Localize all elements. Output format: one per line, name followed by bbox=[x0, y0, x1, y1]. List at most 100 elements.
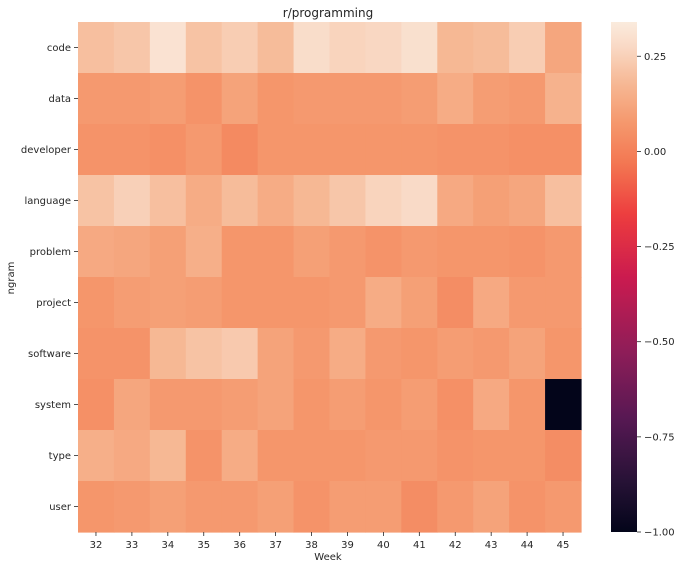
heatmap-cell bbox=[509, 430, 546, 482]
heatmap-cell bbox=[473, 430, 510, 482]
heatmap-cell bbox=[113, 328, 151, 380]
heatmap-cell bbox=[185, 175, 223, 227]
x-tick-label: 39 bbox=[341, 540, 354, 551]
heatmap-cell bbox=[78, 73, 115, 125]
heatmap-cell bbox=[293, 481, 331, 533]
heatmap-cell bbox=[78, 22, 115, 74]
heatmap-cell bbox=[221, 124, 259, 176]
heatmap-cell bbox=[293, 22, 331, 74]
y-tick-label: user bbox=[49, 502, 72, 513]
heatmap-cell bbox=[185, 277, 223, 329]
heatmap-cell bbox=[329, 226, 367, 278]
heatmap-cell bbox=[329, 124, 367, 176]
heatmap-cell bbox=[401, 22, 438, 74]
heatmap-cell bbox=[437, 430, 474, 482]
heatmap-cell bbox=[149, 328, 187, 380]
heatmap-cell bbox=[365, 73, 402, 125]
heatmap-cell bbox=[545, 175, 582, 227]
y-tick-label: language bbox=[24, 196, 71, 207]
heatmap-cell bbox=[293, 328, 331, 380]
heatmap-cell bbox=[113, 124, 151, 176]
x-axis-label: Week bbox=[314, 552, 342, 563]
x-tick-label: 35 bbox=[197, 540, 210, 551]
heatmap-cell bbox=[545, 430, 582, 482]
heatmap-cells bbox=[78, 22, 582, 533]
heatmap-cell bbox=[509, 22, 546, 74]
y-tick-label: project bbox=[36, 298, 71, 309]
heatmap-cell bbox=[149, 277, 187, 329]
heatmap-cell bbox=[257, 22, 295, 74]
heatmap-cell bbox=[149, 73, 187, 125]
heatmap-cell bbox=[329, 175, 367, 227]
heatmap-cell bbox=[329, 22, 367, 74]
heatmap-cell bbox=[257, 226, 295, 278]
y-tick-label: developer bbox=[21, 145, 72, 156]
heatmap-cell bbox=[401, 277, 438, 329]
heatmap-cell bbox=[78, 430, 115, 482]
heatmap-cell bbox=[185, 379, 223, 431]
heatmap-cell bbox=[149, 481, 187, 533]
heatmap-cell bbox=[401, 175, 438, 227]
heatmap-cell bbox=[113, 277, 151, 329]
heatmap-cell bbox=[509, 481, 546, 533]
y-tick-label: type bbox=[49, 451, 71, 462]
y-tick-label: data bbox=[48, 94, 71, 105]
heatmap-cell bbox=[545, 226, 582, 278]
x-tick-label: 33 bbox=[126, 540, 139, 551]
heatmap-cell bbox=[221, 481, 259, 533]
heatmap-cell bbox=[149, 175, 187, 227]
heatmap-cell bbox=[473, 175, 510, 227]
heatmap-cell bbox=[221, 22, 259, 74]
heatmap-cell bbox=[401, 226, 438, 278]
x-tick-label: 38 bbox=[305, 540, 318, 551]
heatmap-cell bbox=[545, 124, 582, 176]
heatmap-cell bbox=[401, 73, 438, 125]
heatmap-cell bbox=[257, 430, 295, 482]
heatmap-cell bbox=[78, 481, 115, 533]
x-tick-label: 34 bbox=[161, 540, 174, 551]
heatmap-cell bbox=[257, 124, 295, 176]
heatmap-cell bbox=[473, 124, 510, 176]
heatmap-cell bbox=[293, 124, 331, 176]
heatmap-cell bbox=[473, 22, 510, 74]
heatmap-cell bbox=[293, 430, 331, 482]
heatmap-cell bbox=[257, 328, 295, 380]
heatmap-cell bbox=[545, 73, 582, 125]
heatmap-cell bbox=[473, 277, 510, 329]
y-axis-label: ngram bbox=[6, 262, 17, 295]
heatmap-cell bbox=[185, 226, 223, 278]
heatmap-cell bbox=[545, 328, 582, 380]
heatmap-cell bbox=[437, 226, 474, 278]
heatmap-cell bbox=[509, 124, 546, 176]
heatmap-cell bbox=[437, 379, 474, 431]
heatmap-cell bbox=[473, 379, 510, 431]
heatmap-cell bbox=[78, 328, 115, 380]
heatmap-cell bbox=[149, 379, 187, 431]
colorbar-tick-label: −0.25 bbox=[644, 242, 675, 253]
heatmap-cell bbox=[329, 379, 367, 431]
heatmap-cell bbox=[509, 226, 546, 278]
heatmap-cell bbox=[509, 277, 546, 329]
heatmap-cell bbox=[437, 481, 474, 533]
x-axis-ticks: 32 33 34 35 36 37 38 39 40 41 42 43 44 45 bbox=[90, 532, 569, 551]
y-tick-label: problem bbox=[30, 247, 71, 258]
heatmap-cell bbox=[365, 328, 402, 380]
heatmap-cell bbox=[545, 22, 582, 74]
heatmap-cell bbox=[473, 73, 510, 125]
heatmap-cell bbox=[293, 277, 331, 329]
x-tick-label: 40 bbox=[377, 540, 390, 551]
heatmap-cell bbox=[293, 379, 331, 431]
colorbar bbox=[611, 22, 637, 532]
x-tick-label: 37 bbox=[269, 540, 282, 551]
heatmap-cell bbox=[257, 73, 295, 125]
heatmap-cell bbox=[509, 73, 546, 125]
heatmap-cell bbox=[257, 277, 295, 329]
chart-title: r/programming bbox=[283, 6, 373, 20]
colorbar-tick-label: −0.50 bbox=[644, 337, 675, 348]
heatmap-cell bbox=[473, 328, 510, 380]
heatmap-cell bbox=[545, 481, 582, 533]
heatmap-cell bbox=[113, 175, 151, 227]
heatmap-cell bbox=[401, 481, 438, 533]
heatmap-cell bbox=[329, 277, 367, 329]
